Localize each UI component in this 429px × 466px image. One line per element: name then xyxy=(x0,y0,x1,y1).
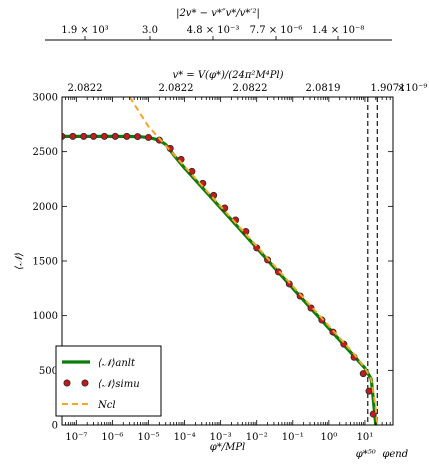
x-tick-label: 10⁻⁴ xyxy=(174,432,196,443)
legend-swatch-simu xyxy=(63,379,71,387)
top2-tick-label: 7.7 × 10⁻⁶ xyxy=(250,25,303,36)
x-axis-title: φ*/MPl xyxy=(210,442,246,453)
x-tick-label: 10⁰ xyxy=(320,432,337,443)
top1-tick-label: 2.0822 xyxy=(233,83,268,94)
vline-label-1: φ*⁵⁰ xyxy=(356,449,376,460)
top1-exponent: ×10⁻⁹ xyxy=(397,83,427,94)
series-simu-point xyxy=(90,132,98,140)
x-tick-label: 10⁻¹ xyxy=(282,432,304,443)
x-tick-label: 10⁻⁶ xyxy=(101,432,123,443)
top1-axis-title: v* = V(φ*)/(24π²M⁴Pl) xyxy=(172,70,283,81)
vline-label-2: φend xyxy=(382,449,408,460)
y-tick-label: 500 xyxy=(39,366,58,377)
legend-label-cl: Ncl xyxy=(97,400,116,411)
y-tick-label: 1000 xyxy=(33,311,58,322)
series-simu-point xyxy=(144,133,152,141)
top1-tick-label: 2.0822 xyxy=(159,83,194,94)
series-simu-point xyxy=(307,304,315,312)
x-tick-label: 10⁻² xyxy=(246,432,268,443)
y-axis-title: ⟨𝒩⟩ xyxy=(14,252,25,269)
x-tick-label: 10⁻⁷ xyxy=(65,432,87,443)
y-tick-label: 2000 xyxy=(33,202,58,213)
top2-tick-label: 3.0 xyxy=(142,25,158,36)
series-simu-point xyxy=(365,387,373,395)
series-simu-point xyxy=(274,268,282,276)
series-simu-point xyxy=(134,133,142,141)
top2-axis-title: |2v* − v*″v*/v*′²| xyxy=(176,8,260,19)
x-tick-label: 10¹ xyxy=(357,432,374,443)
series-simu-point xyxy=(359,370,367,378)
axes: 10⁻⁷ 10⁻⁶ 10⁻⁵ 10⁻⁴ 10⁻³ 10⁻² 10⁻¹ 10⁰ 10¹ 0 500 10… xyxy=(14,93,408,461)
y-tick-label: 2500 xyxy=(33,147,58,158)
series-cl-line xyxy=(128,97,379,425)
x-tick-label: 10⁻⁵ xyxy=(137,432,159,443)
top1-tick-label: 2.0822 xyxy=(68,83,103,94)
series-simu-point xyxy=(242,227,250,235)
x-tick-label: 10⁻³ xyxy=(210,432,232,443)
series-simu-point xyxy=(340,340,348,348)
series-simu-point xyxy=(80,132,88,140)
series-simu-point xyxy=(100,132,108,140)
legend: ⟨𝒩⟩anlt ⟨𝒩⟩simu Ncl xyxy=(55,345,162,417)
top1-tick-label: 1.9071 xyxy=(371,83,406,94)
plot-area xyxy=(62,97,379,425)
series-simu-point xyxy=(69,132,77,140)
top2-tick-label: 4.8 × 10⁻³ xyxy=(187,25,240,36)
y-tick-label: 0 xyxy=(52,421,58,432)
top-axis-1: 2.0822 2.0822 2.0822 2.0819 1.9071 v* = V(φ*)… xyxy=(68,70,428,94)
top2-tick-label: 1.9 × 10³ xyxy=(61,25,108,36)
y-tick-label: 3000 xyxy=(33,93,58,104)
legend-label-simu: ⟨𝒩⟩simu xyxy=(98,379,140,390)
legend-label-anlt: ⟨𝒩⟩anlt xyxy=(98,358,136,369)
series-simu-point xyxy=(123,132,131,140)
top-axis-2: 1.9 × 10³ 3.0 4.8 × 10⁻³ 7.7 × 10⁻⁶ 1.4 × 10… xyxy=(45,8,392,41)
series-simu-point xyxy=(369,410,377,418)
legend-swatch-simu xyxy=(81,379,89,387)
series-simu-point xyxy=(111,132,119,140)
y-tick-label: 1500 xyxy=(33,257,58,268)
top1-tick-label: 2.0819 xyxy=(306,83,341,94)
top2-tick-label: 1.4 × 10⁻⁸ xyxy=(312,25,365,36)
